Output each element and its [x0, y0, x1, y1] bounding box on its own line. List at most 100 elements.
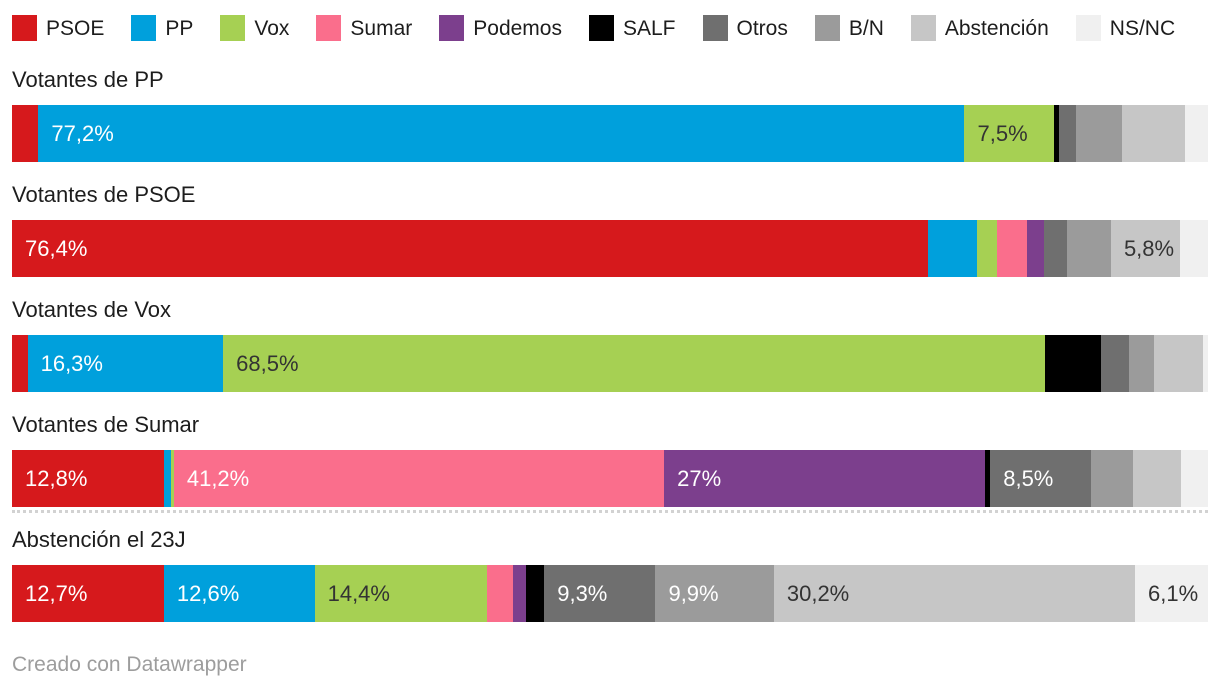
stacked-bar-votantes-de-psoe: 76,4% 5,8%: [12, 220, 1208, 277]
segment-value-label: 68,5%: [236, 350, 299, 376]
bar-segment-salf: [1054, 105, 1060, 162]
segment-value-label: 12,6%: [176, 580, 240, 606]
legend-item-vox: Vox: [220, 15, 289, 41]
legend-swatch-vox-icon: [220, 15, 246, 41]
bar-row-votantes-de-vox: Votantes de Vox 16,3% 68,5%: [12, 297, 1208, 392]
legend-swatch-psoe-icon: [12, 15, 37, 41]
bar-title-votantes-de-sumar: Votantes de Sumar: [12, 412, 200, 437]
legend-swatch-b-n-icon: [814, 15, 840, 41]
bar-segment-salf: [985, 450, 991, 507]
bar-segment-abstencion: 30,2%: [773, 565, 1136, 622]
bar-row-votantes-de-pp: Votantes de PP 77,2% 7,5%: [12, 67, 1208, 162]
bar-segment-abstencion: [1154, 335, 1204, 392]
legend-swatch-otros-icon: [702, 15, 728, 41]
segment-value-label: 5,8%: [1123, 235, 1175, 261]
bar-segment-pp: 77,2%: [38, 105, 965, 162]
segment-value-label: 7,5%: [977, 120, 1028, 146]
legend-label: PP: [165, 16, 194, 40]
legend-item-sumar: Sumar: [316, 15, 412, 41]
bar-segment-vox: 14,4%: [314, 565, 487, 622]
bar-segment-sumar: [997, 220, 1028, 277]
segment-value-label: 9,9%: [668, 580, 719, 606]
bar-segment-ns-nc: [1180, 220, 1208, 277]
legend-label: Abstención: [944, 16, 1049, 40]
legend-swatch-podemos-icon: [439, 15, 465, 41]
bar-segment-otros: [1043, 220, 1067, 277]
bar-segment-otros: 9,3%: [544, 565, 656, 622]
legend-item-abstencion: Abstención: [910, 15, 1049, 41]
bar-segment-vox: [976, 220, 998, 277]
bar-segment-abstencion: [1133, 450, 1181, 507]
segment-value-label: 12,8%: [25, 465, 88, 491]
bar-segment-b-n: 9,9%: [655, 565, 774, 622]
bar-title-votantes-de-pp: Votantes de PP: [12, 67, 164, 92]
segment-value-label: 12,7%: [25, 580, 88, 606]
bar-segment-podemos: 27%: [664, 450, 986, 507]
bar-segment-sumar: 41,2%: [173, 450, 665, 507]
segment-value-label: 16,3%: [40, 350, 103, 376]
legend-item-psoe: PSOE: [12, 15, 104, 41]
legend-item-pp: PP: [131, 15, 193, 41]
legend-label: PSOE: [46, 16, 105, 40]
bar-segment-pp: [927, 220, 977, 277]
bar-segment-pp: 12,6%: [163, 565, 315, 622]
legend-item-otros: Otros: [702, 15, 788, 41]
segment-value-label: 6,1%: [1148, 580, 1199, 606]
legend: PSOE PP Vox Sumar Podemos SALF Otros B/N Abstenc…: [12, 14, 1208, 42]
bar-segment-b-n: [1066, 220, 1111, 277]
segment-value-label: 76,4%: [25, 235, 88, 261]
legend-item-b-n: B/N: [814, 15, 884, 41]
segment-value-label: 41,2%: [186, 465, 250, 491]
bar-segment-psoe: 12,7%: [12, 565, 164, 622]
legend-item-salf: SALF: [588, 15, 676, 41]
dotted-divider: [12, 510, 1208, 513]
bar-segment-ns-nc: [1185, 105, 1208, 162]
stacked-bar-votantes-de-sumar: 12,8% 41,2% 27% 8,5%: [12, 450, 1209, 507]
bar-segment-pp: 16,3%: [27, 335, 224, 392]
legend-swatch-pp-icon: [131, 15, 157, 41]
segment-value-label: 27%: [677, 465, 722, 491]
legend-label: Podemos: [473, 16, 562, 40]
bar-segment-psoe: [12, 335, 28, 392]
legend-label: NS/NC: [1109, 16, 1176, 40]
bar-segment-psoe: [12, 105, 39, 162]
legend-label: Otros: [736, 16, 788, 40]
segment-value-label: 30,2%: [786, 580, 850, 606]
segment-value-label: 14,4%: [327, 580, 390, 606]
bar-segment-abstencion: 5,8%: [1110, 220, 1181, 277]
bar-segment-otros: [1101, 335, 1129, 392]
stacked-bar-votantes-de-pp: 77,2% 7,5%: [12, 105, 1208, 162]
bar-segment-ns-nc: 6,1%: [1135, 565, 1208, 622]
bar-segment-b-n: [1091, 450, 1134, 507]
bar-segment-otros: 8,5%: [990, 450, 1092, 507]
bar-title-votantes-de-vox: Votantes de Vox: [12, 297, 172, 322]
chart-rows: Votantes de PP 77,2% 7,5% Votantes de PSOE 7…: [12, 67, 1209, 622]
segment-value-label: 8,5%: [1003, 465, 1054, 491]
legend-label: Sumar: [350, 16, 413, 40]
segment-value-label: 77,2%: [51, 120, 114, 146]
legend-swatch-abstencion-icon: [910, 15, 936, 41]
legend-item-podemos: Podemos: [439, 15, 562, 41]
bar-title-abstencion-el-23j: Abstención el 23J: [12, 527, 186, 552]
legend-swatch-ns-nc-icon: [1075, 15, 1101, 41]
bar-title-votantes-de-psoe: Votantes de PSOE: [12, 182, 196, 207]
legend-item-ns-nc: NS/NC: [1075, 15, 1176, 41]
bar-segment-pp: [164, 450, 172, 507]
bar-segment-psoe: 12,8%: [12, 450, 165, 507]
bar-segment-podemos: [1027, 220, 1044, 277]
bar-segment-salf: [1044, 335, 1102, 392]
stacked-bar-votantes-de-vox: 16,3% 68,5%: [12, 335, 1208, 392]
bar-row-votantes-de-sumar: Votantes de Sumar 12,8% 41,2% 27% 8,5%: [12, 412, 1209, 507]
bar-segment-b-n: [1076, 105, 1122, 162]
bar-segment-abstencion: [1121, 105, 1186, 162]
datawrapper-credit: Creado con Datawrapper: [12, 653, 247, 676]
stacked-bar-abstencion-el-23j: 12,7% 12,6% 14,4% 9,3% 9,9% 30,2% 6,1%: [12, 565, 1208, 622]
legend-label: SALF: [622, 16, 676, 40]
legend-swatch-salf-icon: [588, 15, 614, 41]
legend-label: Vox: [254, 16, 290, 40]
bar-row-votantes-de-psoe: Votantes de PSOE 76,4% 5,8%: [12, 182, 1208, 277]
segment-value-label: 9,3%: [557, 580, 608, 606]
legend-swatch-sumar-icon: [316, 15, 342, 41]
bar-row-abstencion-el-23j: Abstención el 23J 12,7% 12,6% 14,4% 9,3% 9,9%…: [12, 527, 1208, 622]
